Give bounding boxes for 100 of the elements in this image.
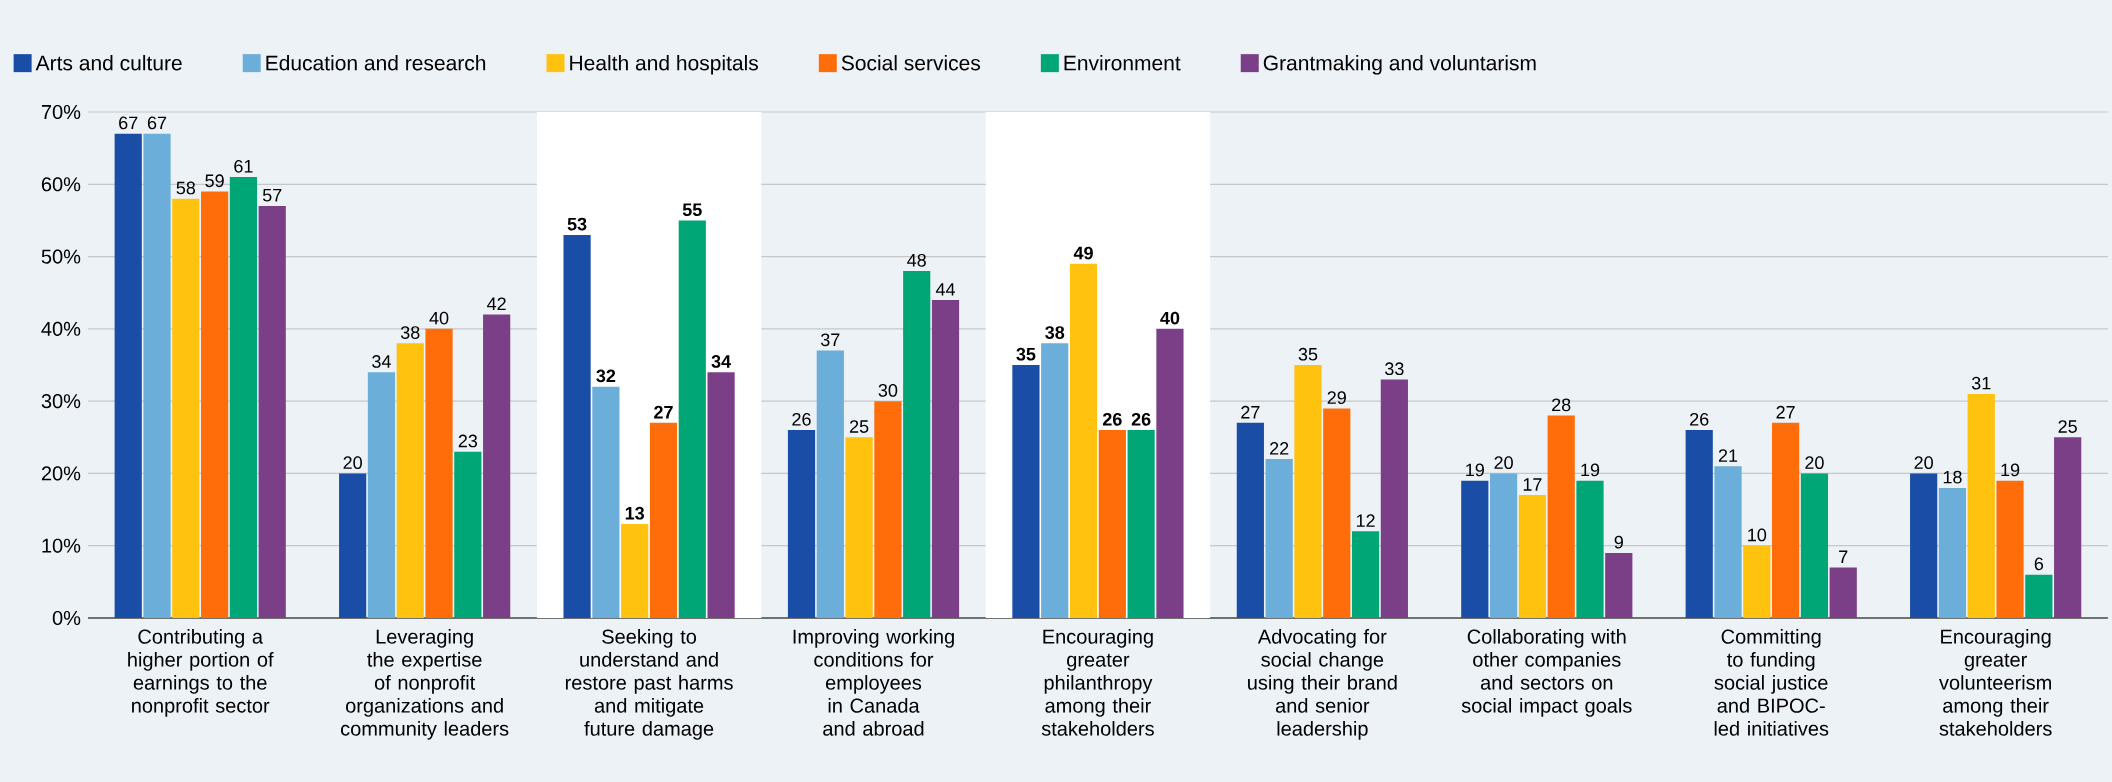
data-label: 22 bbox=[1270, 442, 1289, 455]
bar bbox=[1547, 415, 1575, 618]
bar bbox=[1996, 480, 2024, 618]
bar bbox=[1098, 430, 1126, 618]
bar bbox=[1489, 473, 1518, 618]
bar bbox=[483, 314, 511, 618]
bar bbox=[1380, 379, 1408, 618]
bar bbox=[2025, 574, 2053, 618]
bar bbox=[649, 422, 678, 618]
data-label: 30 bbox=[878, 383, 898, 397]
bar bbox=[903, 271, 931, 618]
data-label: 34 bbox=[711, 355, 731, 368]
data-label: 19 bbox=[1466, 463, 1484, 477]
bar bbox=[1518, 495, 1546, 618]
bar bbox=[621, 524, 649, 618]
bar bbox=[396, 343, 424, 618]
bar bbox=[1351, 531, 1380, 618]
data-label: 18 bbox=[1943, 470, 1962, 484]
bar bbox=[1772, 422, 1800, 618]
data-label: 38 bbox=[400, 326, 420, 339]
data-label: 40 bbox=[429, 311, 449, 325]
x-tick-label: Contributing a higher portion of earnings to the nonprofit sector bbox=[128, 629, 274, 717]
data-label: 26 bbox=[792, 412, 811, 426]
bar bbox=[1714, 466, 1742, 618]
data-label: 7 bbox=[1839, 550, 1848, 563]
bar bbox=[1576, 480, 1604, 618]
bar bbox=[258, 205, 286, 618]
bar bbox=[787, 430, 816, 618]
bar bbox=[1605, 552, 1633, 618]
y-tick-label: 70% bbox=[41, 104, 81, 120]
data-label: 17 bbox=[1523, 478, 1542, 491]
data-label: 55 bbox=[682, 203, 702, 217]
data-label: 6 bbox=[2034, 557, 2044, 571]
x-tick-label: Committing to funding social justice and BIPOC-led initiatives bbox=[1714, 629, 1829, 736]
bar bbox=[367, 372, 396, 618]
data-label: 27 bbox=[654, 405, 673, 419]
bar bbox=[874, 401, 902, 618]
data-label: 25 bbox=[2058, 420, 2077, 433]
bar bbox=[1012, 365, 1040, 618]
bar bbox=[1323, 408, 1351, 618]
y-tick-label: 60% bbox=[41, 177, 81, 192]
bar bbox=[1461, 480, 1489, 618]
bar bbox=[1069, 263, 1098, 618]
bar bbox=[1127, 430, 1155, 618]
data-label: 26 bbox=[1102, 412, 1122, 426]
x-tick-label: Encouraging greater volunteerism among their stakeholders bbox=[1939, 629, 2052, 736]
data-label: 27 bbox=[1241, 405, 1260, 419]
data-label: 10 bbox=[1748, 528, 1767, 542]
data-label: 13 bbox=[625, 506, 645, 520]
data-label: 26 bbox=[1131, 412, 1151, 426]
bar bbox=[143, 133, 171, 618]
data-label: 53 bbox=[567, 217, 587, 231]
x-tick-label: Advocating for social change using their brand and senior leadership bbox=[1248, 629, 1397, 740]
data-label: 59 bbox=[205, 174, 224, 188]
data-label: 49 bbox=[1073, 246, 1093, 260]
data-label: 31 bbox=[1971, 376, 1991, 390]
legend-label: Health and hospitals bbox=[570, 55, 758, 75]
x-tick-label: Improving working conditions for employees in Canada and abroad bbox=[793, 629, 954, 736]
data-label: 44 bbox=[935, 283, 955, 296]
data-label: 37 bbox=[820, 333, 840, 347]
bar bbox=[201, 191, 229, 618]
bar bbox=[1685, 430, 1713, 618]
data-label: 19 bbox=[1581, 463, 1600, 477]
bar bbox=[707, 372, 735, 618]
data-label: 23 bbox=[458, 434, 478, 448]
data-label: 20 bbox=[343, 456, 362, 470]
bar bbox=[2054, 437, 2082, 618]
data-label: 33 bbox=[1385, 362, 1404, 376]
bar bbox=[1938, 487, 1967, 618]
bar bbox=[931, 299, 960, 618]
data-label: 61 bbox=[234, 159, 253, 173]
data-label: 38 bbox=[1045, 326, 1065, 339]
legend-label: Arts and culture bbox=[35, 55, 182, 71]
bar bbox=[1800, 473, 1829, 618]
data-label: 12 bbox=[1356, 514, 1375, 527]
legend-label: Grantmaking and voluntarism bbox=[1263, 55, 1536, 75]
legend-label: Environment bbox=[1064, 55, 1181, 71]
y-tick-label: 40% bbox=[41, 321, 81, 336]
data-label: 40 bbox=[1160, 311, 1180, 325]
bar bbox=[1265, 458, 1293, 618]
y-tick-label: 30% bbox=[41, 394, 81, 409]
data-label: 42 bbox=[487, 297, 506, 311]
bar bbox=[1236, 422, 1264, 618]
data-label: 20 bbox=[1805, 456, 1824, 470]
bar bbox=[563, 234, 591, 618]
y-tick-label: 0% bbox=[52, 610, 81, 626]
legend-label: Education and research bbox=[266, 55, 486, 71]
bar bbox=[229, 177, 258, 618]
y-tick-label: 50% bbox=[41, 249, 81, 264]
data-label: 48 bbox=[907, 253, 926, 267]
bar bbox=[678, 220, 706, 618]
data-label: 28 bbox=[1552, 398, 1571, 412]
bar bbox=[172, 198, 200, 618]
data-label: 67 bbox=[147, 116, 167, 130]
bar bbox=[1294, 365, 1322, 618]
bar bbox=[816, 350, 844, 618]
bar bbox=[1910, 473, 1938, 618]
bar bbox=[425, 328, 453, 618]
data-label: 34 bbox=[372, 355, 391, 368]
data-label: 29 bbox=[1327, 391, 1346, 404]
